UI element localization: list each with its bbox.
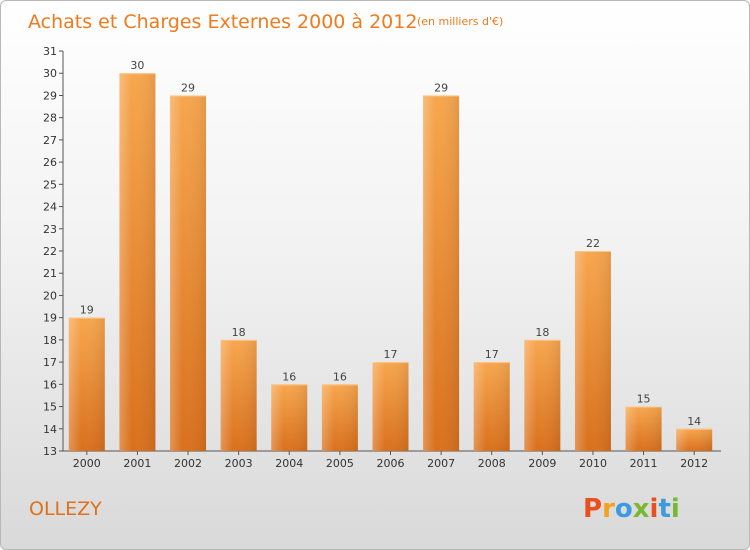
y-tick-label: 20 [43,289,57,302]
bar-shade [68,317,105,451]
y-tick-label: 14 [43,423,57,436]
y-tick-label: 15 [43,401,57,414]
bar-shade [625,406,662,451]
x-tick-label: 2006 [377,457,405,470]
x-tick-label: 2004 [275,457,303,470]
y-tick-label: 30 [43,67,57,80]
x-tick-label: 2001 [123,457,151,470]
bars: 19 30 29 18 16 16 17 29 17 18 22 15 14 [68,59,713,451]
bar-value-label: 22 [586,237,600,250]
bar-value-label: 19 [80,304,94,317]
y-tick-label: 19 [43,312,57,325]
bar-value-label: 17 [485,348,499,361]
y-tick-label: 22 [43,245,57,258]
bar-shade [473,362,510,451]
y-tick-label: 29 [43,89,57,102]
x-tick-label: 2009 [528,457,556,470]
y-tick-label: 27 [43,134,57,147]
y-tick-label: 16 [43,378,57,391]
y-tick-label: 25 [43,178,57,191]
x-tick-label: 2007 [427,457,455,470]
y-axis: 13 14 15 16 17 18 19 20 21 22 23 24 25 26 27 28 29 30 31 [43,45,64,458]
bar-value-label: 18 [535,326,549,339]
x-tick-label: 2003 [225,457,253,470]
y-tick-label: 23 [43,223,57,236]
chart-subtitle: (en milliers d'€) [417,15,503,28]
bar-value-label: 30 [130,59,144,72]
bar-shade [676,428,713,451]
x-tick-label: 2008 [478,457,506,470]
bar-shade [524,339,561,451]
bar-value-label: 15 [637,393,651,406]
bar-value-label: 29 [181,81,195,94]
y-tick-label: 31 [43,45,57,58]
bar-value-label: 18 [232,326,246,339]
bar-value-label: 16 [333,370,347,383]
bar-shade [423,95,460,451]
bar-value-label: 16 [282,370,296,383]
x-axis: 2000 2001 2002 2003 2004 2005 2006 2007 2008 2009… [63,450,721,470]
y-tick-label: 28 [43,112,57,125]
x-tick-label: 2005 [326,457,354,470]
y-tick-label: 26 [43,156,57,169]
bar-shade [574,251,611,451]
y-tick-label: 18 [43,334,57,347]
proxiti-logo: Proxiti [583,494,680,524]
bar-value-label: 17 [384,348,398,361]
bar-value-label: 29 [434,81,448,94]
x-tick-label: 2010 [579,457,607,470]
x-tick-label: 2002 [174,457,202,470]
x-tick-label: 2011 [630,457,658,470]
chart-title: Achats et Charges Externes 2000 à 2012 [28,11,417,33]
y-tick-label: 17 [43,356,57,369]
bar-shade [321,384,358,451]
bar-shade [220,339,257,451]
x-tick-label: 2000 [73,457,101,470]
bar-shade [271,384,308,451]
y-tick-label: 13 [43,445,57,458]
y-tick-label: 21 [43,267,57,280]
commune-name: OLLEZY [29,498,102,520]
bar-shade [170,95,207,451]
bar-shade [119,73,156,451]
bar-shade [372,362,409,451]
y-tick-label: 24 [43,201,57,214]
x-tick-label: 2012 [680,457,708,470]
bar-value-label: 14 [687,415,701,428]
